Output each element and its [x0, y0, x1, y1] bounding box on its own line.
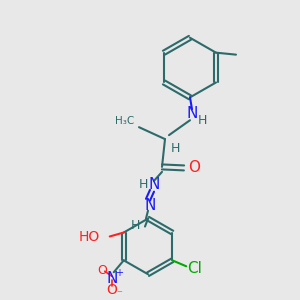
- Text: H₃C: H₃C: [115, 116, 134, 126]
- Text: N: N: [144, 198, 156, 213]
- Text: O: O: [97, 264, 107, 277]
- Text: +: +: [115, 268, 123, 278]
- Text: O: O: [188, 160, 200, 175]
- Text: N: N: [148, 177, 160, 192]
- Text: O: O: [106, 283, 117, 297]
- Text: H: H: [138, 178, 148, 191]
- Text: H: H: [130, 219, 140, 232]
- Text: ⁻: ⁻: [116, 289, 122, 299]
- Text: H: H: [197, 114, 207, 127]
- Text: N: N: [106, 271, 117, 286]
- Text: Cl: Cl: [187, 261, 202, 276]
- Text: H: H: [170, 142, 180, 154]
- Text: HO: HO: [79, 230, 100, 244]
- Text: N: N: [186, 106, 198, 121]
